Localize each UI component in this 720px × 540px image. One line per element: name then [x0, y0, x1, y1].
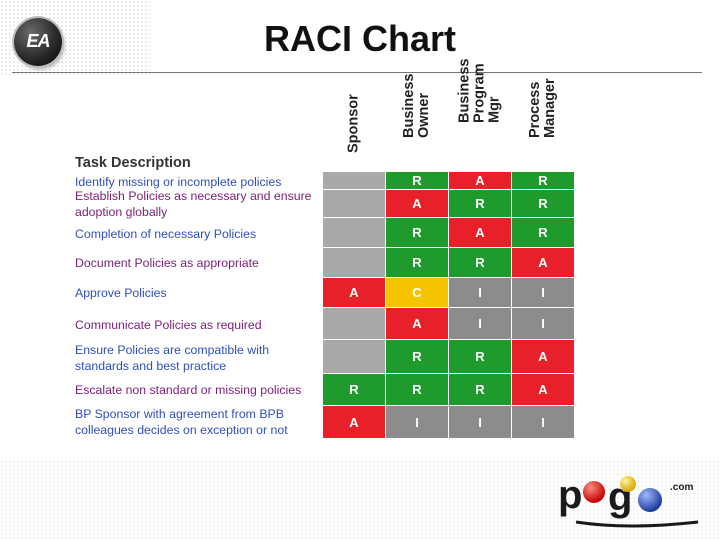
pogo-p: p: [558, 473, 582, 517]
column-header-business-owner: Business Owner: [401, 73, 432, 138]
raci-cell: R: [512, 172, 574, 189]
raci-cell: R: [386, 340, 448, 373]
raci-cell: I: [512, 406, 574, 438]
raci-cell: A: [386, 308, 448, 339]
task-label: Document Policies as appropriate: [75, 256, 259, 270]
pogo-suffix: .com: [670, 482, 693, 493]
task-label: Identify missing or incomplete policies: [75, 175, 282, 189]
raci-cell: [323, 172, 385, 189]
raci-cell: R: [449, 248, 511, 277]
raci-cell: A: [512, 374, 574, 405]
raci-cell: R: [386, 172, 448, 189]
title-divider: [12, 72, 702, 73]
task-label: Ensure Policies are compatible with stan…: [75, 343, 270, 373]
raci-cell: A: [512, 248, 574, 277]
raci-cell: R: [449, 190, 511, 217]
raci-cell: A: [323, 278, 385, 307]
task-label: Escalate non standard or missing policie…: [75, 383, 302, 397]
column-header-business-program-mgr: Business Program Mgr: [456, 58, 503, 123]
raci-cell: A: [323, 406, 385, 438]
ea-logo: EA: [14, 18, 62, 66]
raci-cell: R: [386, 218, 448, 247]
raci-cell: R: [386, 374, 448, 405]
pogo-blue-ball: [638, 488, 662, 512]
column-header-sponsor: Sponsor: [345, 94, 362, 153]
pogo-red-ball: [583, 481, 605, 503]
task-description-heading: Task Description: [75, 155, 191, 171]
raci-cell: R: [449, 340, 511, 373]
raci-cell: A: [512, 340, 574, 373]
raci-cell: [323, 190, 385, 217]
raci-cell: R: [449, 374, 511, 405]
pogo-logo: p g .com: [558, 473, 699, 528]
raci-cell: A: [386, 190, 448, 217]
task-label: Approve Policies: [75, 286, 167, 300]
raci-cell: R: [512, 190, 574, 217]
page-title: RACI Chart: [263, 18, 456, 59]
task-label: Establish Policies as necessary and ensu…: [75, 189, 312, 219]
raci-cell: R: [512, 218, 574, 247]
raci-cell: I: [449, 406, 511, 438]
raci-cell: I: [386, 406, 448, 438]
raci-cell: R: [386, 248, 448, 277]
raci-cell: [323, 248, 385, 277]
task-label: BP Sponsor with agreement from BPB colle…: [75, 407, 288, 437]
raci-cell: I: [449, 308, 511, 339]
raci-cell: [323, 308, 385, 339]
column-header-process-manager: Process Manager: [527, 78, 558, 138]
pogo-yellow-ball: [620, 476, 636, 492]
raci-cell: I: [512, 308, 574, 339]
task-label: Communicate Policies as required: [75, 318, 262, 332]
raci-cell: [323, 340, 385, 373]
ea-logo-text: EA: [26, 31, 50, 51]
raci-cell: A: [449, 172, 511, 189]
raci-cell: R: [323, 374, 385, 405]
raci-cell: I: [449, 278, 511, 307]
raci-cell: I: [512, 278, 574, 307]
raci-cell: [323, 218, 385, 247]
task-label: Completion of necessary Policies: [75, 227, 257, 241]
raci-cell: A: [449, 218, 511, 247]
raci-cell: C: [386, 278, 448, 307]
